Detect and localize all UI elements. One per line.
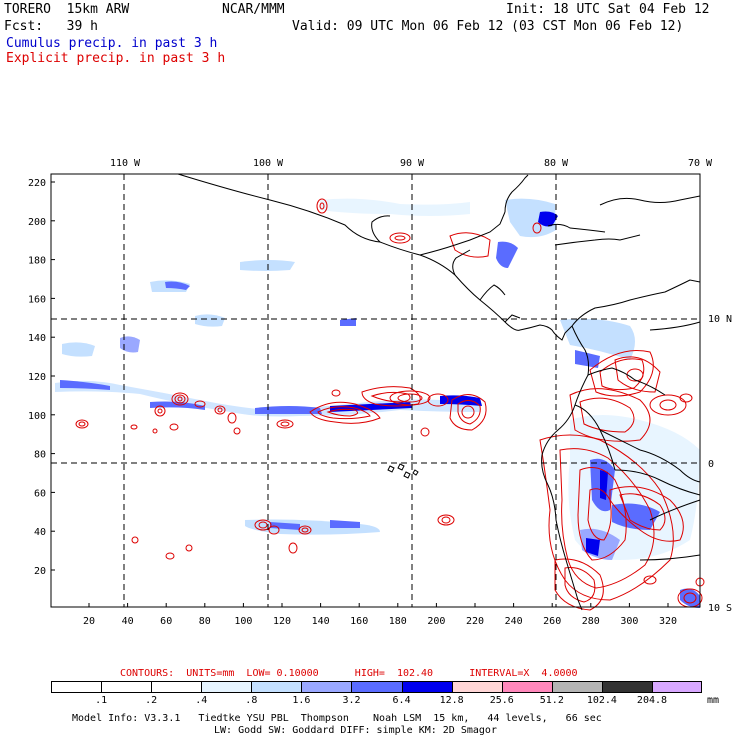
x-tick-label: 120 [273,616,291,627]
colorbar-swatch [351,681,402,693]
colorbar-level-label: .2 [145,695,158,706]
colorbar-level-label: 3.2 [342,695,361,706]
colorbar-level-label: .8 [245,695,258,706]
x-tick-label: 260 [543,616,561,627]
colorbar-level-label: .4 [195,695,208,706]
lon-label-110w: 110 W [110,158,141,169]
x-tick-label: 20 [83,616,95,627]
colorbar-swatch [651,681,702,693]
org-label: NCAR/MMM [222,2,285,17]
x-tick-label: 200 [427,616,445,627]
y-tick-label: 140 [28,333,46,344]
colorbar-level-label: 204.8 [636,695,668,706]
x-tick-label: 80 [199,616,211,627]
colorbar-swatch [201,681,252,693]
y-tick-label: 40 [34,527,46,538]
contours-info: CONTOURS: UNITS=mm LOW= 0.10000 HIGH= 10… [120,668,578,679]
y-tick-label: 80 [34,450,46,461]
lon-label-100w: 100 W [253,158,284,169]
x-tick-label: 60 [160,616,172,627]
plot-frame [50,173,701,608]
colorbar-swatch [251,681,302,693]
y-tick-label: 220 [28,178,46,189]
x-tick-label: 160 [350,616,368,627]
colorbar-level-label: 6.4 [392,695,411,706]
init-time: Init: 18 UTC Sat 04 Feb 12 [506,2,710,17]
lon-label-80w: 80 W [544,158,569,169]
x-tick-label: 40 [122,616,134,627]
colorbar-level-label: 102.4 [586,695,617,706]
y-tick-label: 120 [28,372,46,383]
colorbar-level-label: 25.6 [489,695,514,706]
lat-label-10s: 10 S [708,603,732,614]
colorbar-swatch [501,681,552,693]
colorbar-level-label: 12.8 [439,695,464,706]
colorbar-swatch [551,681,602,693]
model-title: TORERO 15km ARW [4,2,130,17]
x-tick-label: 300 [620,616,638,627]
x-tick-label: 100 [234,616,252,627]
forecast-hour: Fcst: 39 h [4,19,98,34]
cumulus-precip [55,198,700,608]
longitude-labels: 110 W 100 W 90 W 80 W 70 W [110,158,713,169]
colorbar-swatch [51,681,102,693]
cumulus-legend: Cumulus precip. in past 3 h [6,36,218,51]
y-axis-ticks: 220 200 180 160 140 120 100 80 60 40 20 [28,178,55,577]
colorbar-swatch [101,681,152,693]
colorbar-level-label: 1.6 [292,695,311,706]
x-tick-label: 220 [466,616,484,627]
lon-label-90w: 90 W [400,158,425,169]
x-axis-ticks: 20 40 60 80 100 120 140 160 180 200 220 240 260 280 30… [83,603,677,627]
y-tick-label: 20 [34,566,46,577]
x-tick-label: 280 [582,616,600,627]
colorbar-swatch [151,681,202,693]
y-tick-label: 180 [28,256,46,267]
graticule [51,174,700,607]
lat-label-10n: 10 N [708,314,732,325]
lat-label-0: 0 [708,459,714,470]
y-tick-label: 200 [28,217,46,228]
colorbar-level-label: .1 [95,695,108,706]
x-tick-label: 240 [505,616,523,627]
model-info: Model Info: V3.3.1 Tiedtke YSU PBL Thomp… [72,713,602,724]
valid-time: Valid: 09 UTC Mon 06 Feb 12 (03 CST Mon … [292,19,684,34]
colorbar-swatch [301,681,352,693]
physics-info: LW: Godd SW: Goddard DIFF: simple KM: 2D… [214,725,497,736]
colorbar-swatch [401,681,452,693]
x-tick-label: 180 [389,616,407,627]
colorbar-level-label: 51.2 [539,695,564,706]
lon-label-70w: 70 W [688,158,713,169]
y-tick-label: 100 [28,411,46,422]
latitude-labels: 10 N 0 10 S [708,314,732,614]
explicit-legend: Explicit precip. in past 3 h [6,51,226,66]
y-tick-label: 60 [34,488,46,499]
colorbar-unit: mm [707,695,720,706]
y-tick-label: 160 [28,294,46,305]
coastlines [177,173,701,611]
x-tick-label: 140 [312,616,330,627]
colorbar-swatch [601,681,652,693]
colorbar-swatch [451,681,502,693]
x-tick-label: 320 [659,616,677,627]
